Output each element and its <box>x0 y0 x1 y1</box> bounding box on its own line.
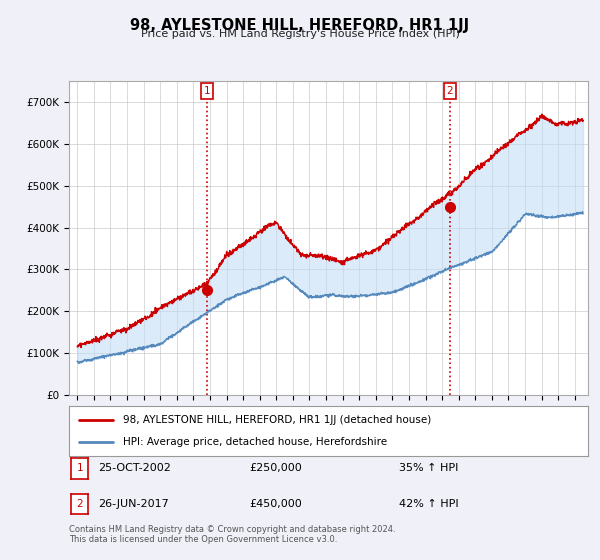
Text: £250,000: £250,000 <box>249 464 302 474</box>
Text: £450,000: £450,000 <box>249 499 302 509</box>
Text: 35% ↑ HPI: 35% ↑ HPI <box>399 464 458 474</box>
Text: 98, AYLESTONE HILL, HEREFORD, HR1 1JJ: 98, AYLESTONE HILL, HEREFORD, HR1 1JJ <box>130 18 470 33</box>
Text: Contains HM Land Registry data © Crown copyright and database right 2024.
This d: Contains HM Land Registry data © Crown c… <box>69 525 395 544</box>
Text: 42% ↑ HPI: 42% ↑ HPI <box>399 499 458 509</box>
Text: 98, AYLESTONE HILL, HEREFORD, HR1 1JJ (detached house): 98, AYLESTONE HILL, HEREFORD, HR1 1JJ (d… <box>124 415 432 425</box>
Text: Price paid vs. HM Land Registry's House Price Index (HPI): Price paid vs. HM Land Registry's House … <box>140 29 460 39</box>
Text: HPI: Average price, detached house, Herefordshire: HPI: Average price, detached house, Here… <box>124 437 388 447</box>
Text: 2: 2 <box>447 86 454 96</box>
Text: 2: 2 <box>76 499 83 509</box>
Text: 25-OCT-2002: 25-OCT-2002 <box>98 464 170 474</box>
Text: 1: 1 <box>76 464 83 474</box>
Text: 26-JUN-2017: 26-JUN-2017 <box>98 499 169 509</box>
Text: 1: 1 <box>203 86 210 96</box>
